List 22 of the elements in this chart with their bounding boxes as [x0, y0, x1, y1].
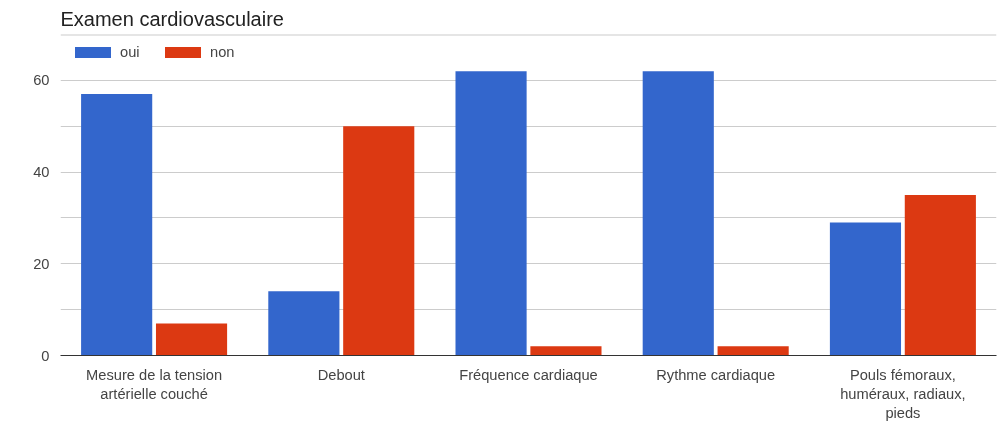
bar — [268, 291, 340, 356]
legend-label: non — [210, 44, 235, 60]
bar — [642, 71, 714, 356]
bar — [904, 195, 976, 356]
chart-title: Examen cardiovasculaire — [60, 7, 284, 30]
bar — [81, 94, 153, 356]
x-tick-label: Rythme cardiaque — [656, 366, 776, 383]
legend-label: oui — [120, 44, 140, 60]
x-tick-label: Debout — [317, 366, 365, 383]
bar — [829, 222, 902, 356]
bar — [155, 323, 228, 356]
bar — [717, 346, 789, 356]
y-tick-label: 0 — [41, 347, 50, 364]
bar — [343, 126, 415, 356]
bar — [530, 346, 602, 356]
x-tick-label: Pouls fémoraux, huméraux, radiaux, pieds — [840, 366, 966, 421]
x-tick-label: Fréquence cardiaque — [459, 366, 598, 383]
bar — [455, 71, 527, 356]
x-tick-label: Mesure de la tension artérielle couché — [86, 366, 223, 402]
y-tick-label: 60 — [33, 72, 50, 89]
y-tick-label: 20 — [33, 255, 50, 272]
y-tick-label: 40 — [33, 164, 50, 181]
